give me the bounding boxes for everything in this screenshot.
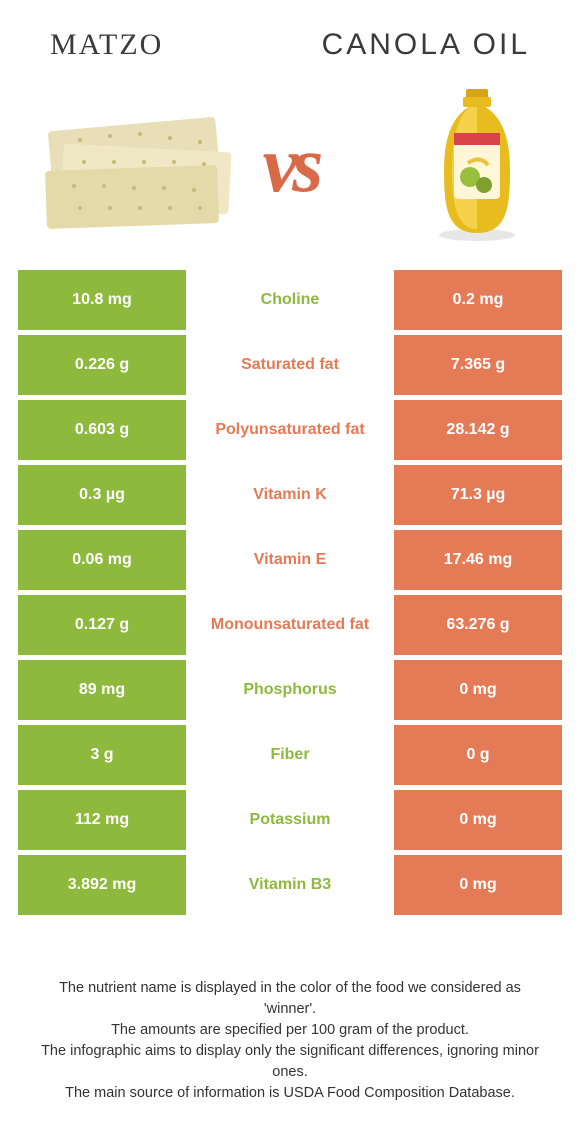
nutrient-label: Monounsaturated fat (186, 595, 394, 655)
table-row: 0.3 µgVitamin K71.3 µg (18, 465, 562, 525)
right-value: 0 mg (394, 660, 562, 720)
footer-line: The amounts are specified per 100 gram o… (38, 1020, 542, 1041)
left-value: 0.3 µg (18, 465, 186, 525)
table-row: 0.226 gSaturated fat7.365 g (18, 335, 562, 395)
left-value: 0.06 mg (18, 530, 186, 590)
nutrient-label: Saturated fat (186, 335, 394, 395)
footer-line: The infographic aims to display only the… (38, 1041, 542, 1083)
right-value: 0 mg (394, 790, 562, 850)
left-value: 0.603 g (18, 400, 186, 460)
canola-oil-image (332, 90, 532, 238)
table-row: 89 mgPhosphorus0 mg (18, 660, 562, 720)
nutrient-label: Vitamin B3 (186, 855, 394, 915)
right-value: 28.142 g (394, 400, 562, 460)
nutrient-label: Potassium (186, 790, 394, 850)
footer-line: The main source of information is USDA F… (38, 1083, 542, 1104)
nutrient-label: Choline (186, 270, 394, 330)
left-value: 0.127 g (18, 595, 186, 655)
vs-label: vs (263, 120, 318, 211)
food-right-title: Canola oil (322, 28, 530, 62)
table-row: 112 mgPotassium0 mg (18, 790, 562, 850)
nutrient-label: Fiber (186, 725, 394, 785)
nutrient-label: Polyunsaturated fat (186, 400, 394, 460)
footer-notes: The nutrient name is displayed in the co… (0, 920, 580, 1104)
nutrient-table: 10.8 mgCholine0.2 mg0.226 gSaturated fat… (0, 268, 580, 915)
nutrient-label: Vitamin K (186, 465, 394, 525)
table-row: 0.127 gMonounsaturated fat63.276 g (18, 595, 562, 655)
food-left-title: Matzo (50, 28, 163, 62)
left-value: 3 g (18, 725, 186, 785)
left-value: 112 mg (18, 790, 186, 850)
table-row: 3.892 mgVitamin B30 mg (18, 855, 562, 915)
images-row: vs (0, 72, 580, 268)
left-value: 10.8 mg (18, 270, 186, 330)
right-value: 0.2 mg (394, 270, 562, 330)
footer-line: The nutrient name is displayed in the co… (38, 978, 542, 1020)
table-row: 0.06 mgVitamin E17.46 mg (18, 530, 562, 590)
right-value: 7.365 g (394, 335, 562, 395)
right-value: 71.3 µg (394, 465, 562, 525)
matzo-image (40, 90, 240, 238)
right-value: 0 mg (394, 855, 562, 915)
right-value: 17.46 mg (394, 530, 562, 590)
nutrient-label: Vitamin E (186, 530, 394, 590)
header: Matzo Canola oil (0, 0, 580, 72)
right-value: 63.276 g (394, 595, 562, 655)
nutrient-label: Phosphorus (186, 660, 394, 720)
right-value: 0 g (394, 725, 562, 785)
table-row: 3 gFiber0 g (18, 725, 562, 785)
table-row: 0.603 gPolyunsaturated fat28.142 g (18, 400, 562, 460)
left-value: 0.226 g (18, 335, 186, 395)
table-row: 10.8 mgCholine0.2 mg (18, 270, 562, 330)
left-value: 89 mg (18, 660, 186, 720)
left-value: 3.892 mg (18, 855, 186, 915)
